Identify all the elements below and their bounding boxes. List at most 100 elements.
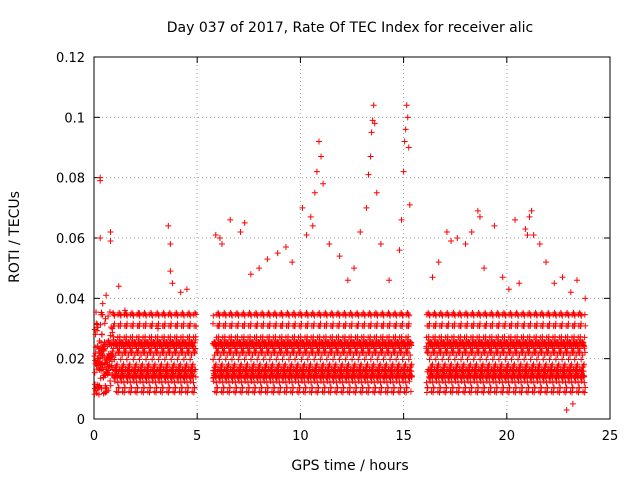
- data-point: [235, 320, 242, 327]
- data-point: [222, 356, 229, 363]
- data-point: [146, 379, 153, 386]
- data-point: [314, 379, 321, 386]
- data-point: [442, 379, 449, 386]
- data-point: [474, 379, 481, 386]
- data-point: [298, 320, 305, 327]
- data-point: [191, 350, 198, 357]
- data-point: [531, 349, 538, 356]
- x-axis-label: GPS time / hours: [291, 458, 408, 474]
- data-point: [403, 349, 410, 356]
- y-tick-label: 0.12: [56, 51, 85, 66]
- data-point: [186, 333, 193, 340]
- data-point: [486, 379, 493, 386]
- data-point: [522, 225, 529, 232]
- data-point: [234, 333, 241, 340]
- data-point: [364, 379, 371, 386]
- data-point: [226, 384, 233, 391]
- data-point: [512, 349, 519, 356]
- data-point: [289, 389, 296, 396]
- data-point: [551, 350, 558, 357]
- data-point: [462, 350, 469, 357]
- data-point: [472, 352, 479, 359]
- data-point: [216, 356, 223, 363]
- data-point: [367, 356, 374, 363]
- data-point: [334, 350, 341, 357]
- data-point: [210, 312, 217, 319]
- data-point: [565, 356, 572, 363]
- data-point: [298, 356, 305, 363]
- data-point: [308, 389, 315, 396]
- data-point: [340, 350, 347, 357]
- data-point: [462, 384, 469, 391]
- data-point: [400, 168, 407, 175]
- data-point: [544, 349, 551, 356]
- data-point: [451, 320, 458, 327]
- data-point: [357, 228, 364, 235]
- data-point: [499, 274, 506, 281]
- data-point: [493, 349, 500, 356]
- data-point: [385, 384, 392, 391]
- data-point: [518, 389, 525, 396]
- data-point: [220, 389, 227, 396]
- data-point: [302, 389, 309, 396]
- data-point: [459, 352, 466, 359]
- data-point: [270, 349, 277, 356]
- data-point: [292, 356, 299, 363]
- data-point: [279, 312, 286, 319]
- data-point: [502, 320, 509, 327]
- data-point: [239, 349, 246, 356]
- data-point: [273, 320, 280, 327]
- y-tick-label: 0: [77, 413, 85, 428]
- data-point: [577, 333, 584, 340]
- data-point: [169, 280, 176, 287]
- data-point: [241, 320, 248, 327]
- data-point: [311, 356, 318, 363]
- data-point: [251, 389, 258, 396]
- data-point: [288, 361, 295, 368]
- data-point: [185, 384, 192, 391]
- data-point: [117, 320, 124, 327]
- data-point: [449, 349, 456, 356]
- data-point: [264, 384, 271, 391]
- data-point: [386, 320, 393, 327]
- data-point: [107, 382, 114, 389]
- data-point: [285, 320, 292, 327]
- data-point: [391, 384, 398, 391]
- data-point: [502, 356, 509, 363]
- data-point: [289, 379, 296, 386]
- data-point: [540, 356, 547, 363]
- data-point: [349, 312, 356, 319]
- data-point: [214, 384, 221, 391]
- data-point: [111, 312, 118, 319]
- data-point: [248, 312, 255, 319]
- data-point: [582, 322, 589, 329]
- data-point: [368, 320, 375, 327]
- data-point: [532, 350, 539, 357]
- data-point: [486, 361, 493, 368]
- data-point: [228, 333, 235, 340]
- data-point: [238, 361, 245, 368]
- data-point: [515, 356, 522, 363]
- data-point: [114, 361, 121, 368]
- data-point: [457, 333, 464, 340]
- data-point: [265, 350, 272, 357]
- data-point: [460, 361, 467, 368]
- data-point: [184, 389, 191, 396]
- data-point: [97, 177, 104, 184]
- data-point: [368, 129, 375, 136]
- data-point: [180, 320, 187, 327]
- data-point: [407, 388, 414, 395]
- data-point: [318, 153, 325, 160]
- data-point: [165, 379, 172, 386]
- data-point: [390, 349, 397, 356]
- data-point: [474, 389, 481, 396]
- data-point: [539, 333, 546, 340]
- data-point: [190, 389, 197, 396]
- data-point: [399, 320, 406, 327]
- data-point: [505, 361, 512, 368]
- data-point: [273, 312, 280, 319]
- data-point: [365, 389, 372, 396]
- data-point: [216, 235, 223, 241]
- data-point: [355, 356, 362, 363]
- data-point: [530, 361, 537, 368]
